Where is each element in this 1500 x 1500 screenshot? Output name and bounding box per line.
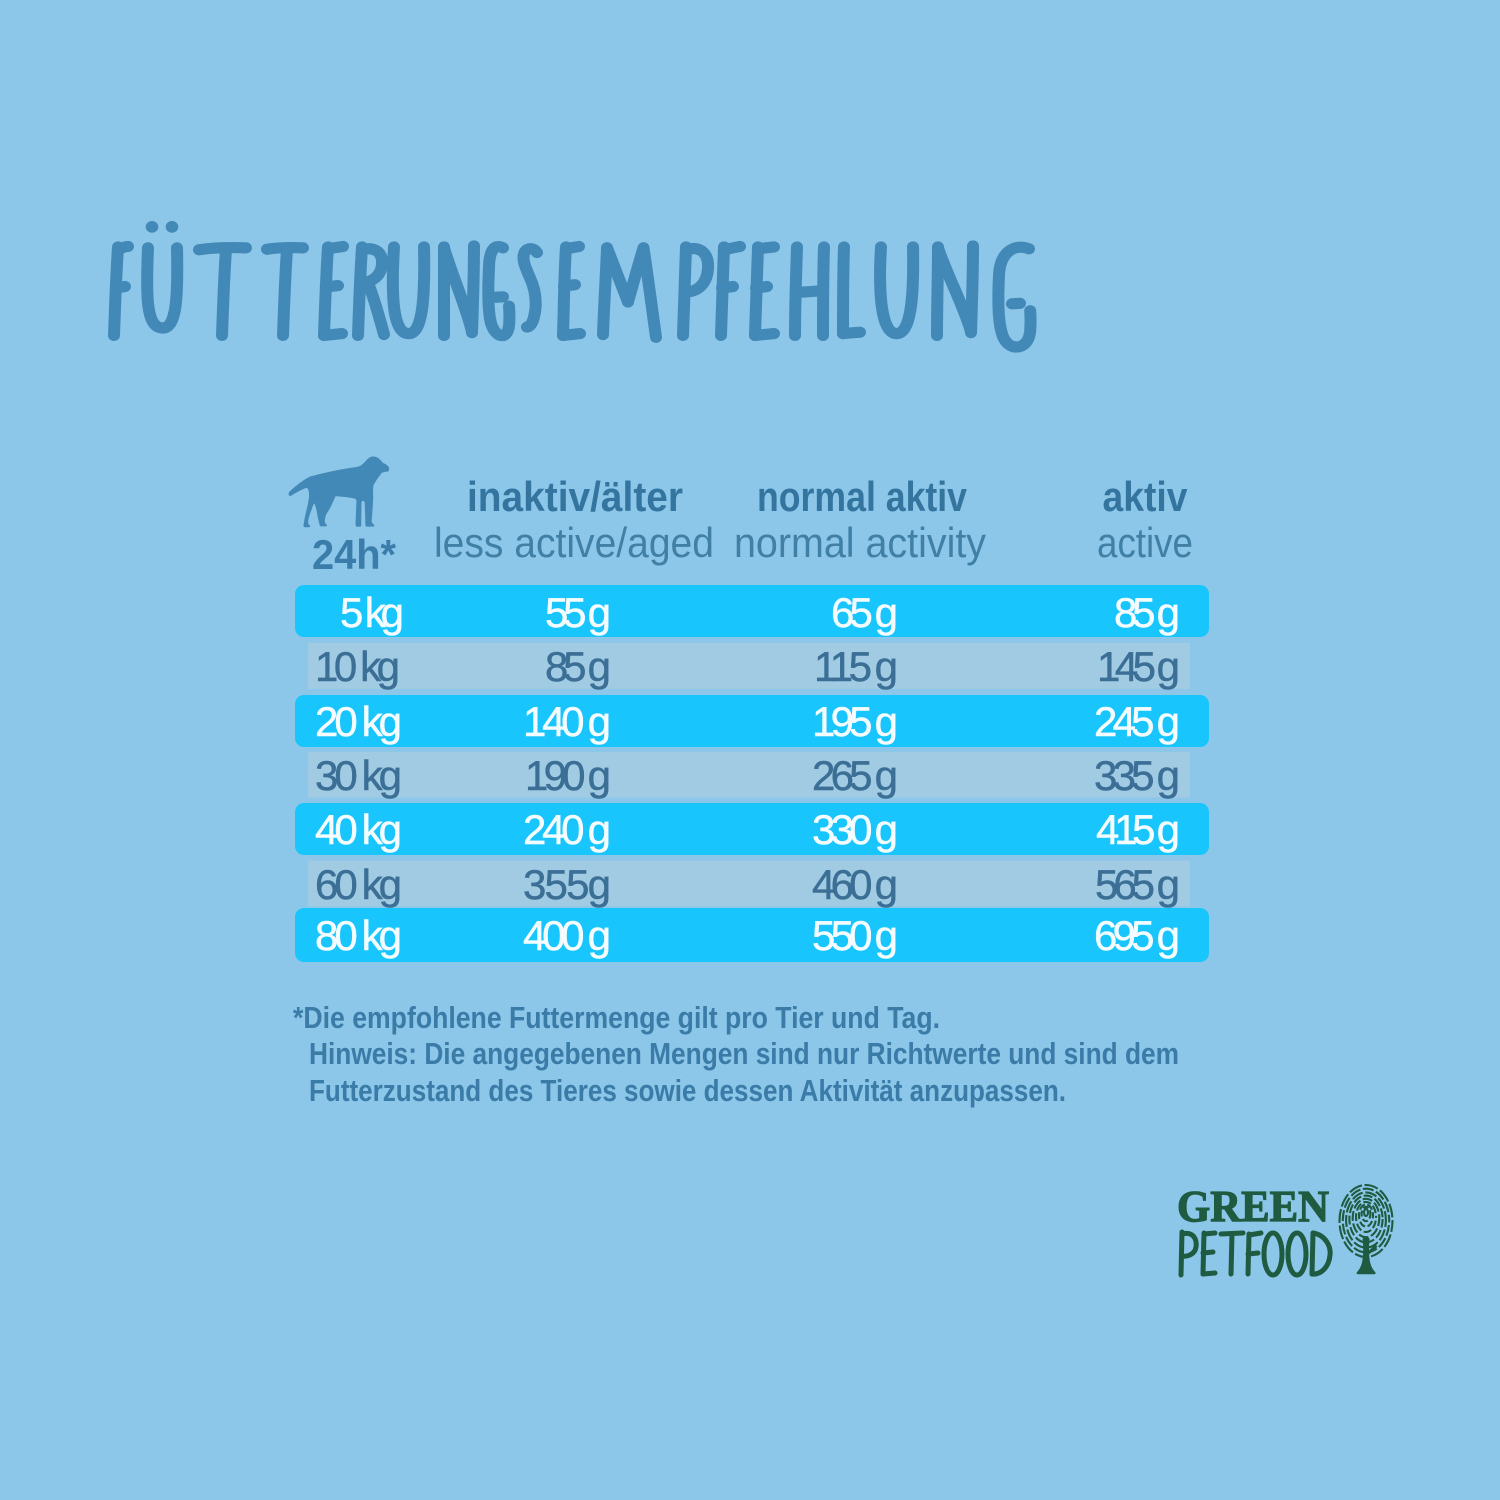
svg-text:less active/aged: less active/aged — [434, 519, 714, 566]
svg-text:240 g: 240 g — [523, 806, 611, 853]
svg-text:5 kg: 5 kg — [340, 589, 404, 636]
svg-text:20 kg: 20 kg — [315, 698, 402, 745]
svg-text:190 g: 190 g — [525, 752, 611, 799]
svg-text:aktiv: aktiv — [1103, 473, 1189, 520]
svg-text:80 kg: 80 kg — [315, 912, 402, 959]
svg-text:inaktiv/älter: inaktiv/älter — [467, 473, 683, 520]
svg-text:460 g: 460 g — [812, 861, 898, 908]
svg-text:55 g: 55 g — [545, 589, 611, 636]
svg-text:195 g: 195 g — [812, 698, 898, 745]
svg-text:60 kg: 60 kg — [315, 861, 402, 908]
svg-text:Futterzustand des Tieres sowie: Futterzustand des Tieres sowie dessen Ak… — [309, 1073, 1066, 1108]
svg-text:145 g: 145 g — [1097, 643, 1180, 690]
svg-text:565 g: 565 g — [1095, 861, 1180, 908]
svg-text:245 g: 245 g — [1094, 698, 1180, 745]
svg-text:400 g: 400 g — [523, 912, 611, 959]
svg-text:335 g: 335 g — [1094, 752, 1180, 799]
svg-text:Hinweis: Die angegebenen Menge: Hinweis: Die angegebenen Mengen sind nur… — [309, 1036, 1179, 1071]
svg-text:265 g: 265 g — [812, 752, 898, 799]
svg-text:85 g: 85 g — [545, 643, 611, 690]
svg-text:normal aktiv: normal aktiv — [757, 473, 968, 520]
svg-text:*Die empfohlene Futtermenge gi: *Die empfohlene Futtermenge gilt pro Tie… — [293, 1000, 940, 1035]
svg-text:695 g: 695 g — [1094, 912, 1180, 959]
svg-text:115 g: 115 g — [814, 643, 898, 690]
svg-text:10 kg: 10 kg — [315, 643, 400, 690]
svg-text:415 g: 415 g — [1096, 806, 1180, 853]
svg-text:active: active — [1097, 519, 1193, 566]
svg-text:550 g: 550 g — [812, 912, 898, 959]
svg-text:GREEN: GREEN — [1177, 1182, 1329, 1231]
svg-text:normal activity: normal activity — [734, 519, 986, 566]
svg-text:85 g: 85 g — [1114, 589, 1180, 636]
svg-text:30 kg: 30 kg — [315, 752, 402, 799]
svg-text:24h*: 24h* — [312, 531, 397, 578]
svg-text:140 g: 140 g — [523, 698, 611, 745]
svg-text:65 g: 65 g — [831, 589, 898, 636]
svg-text:330 g: 330 g — [812, 806, 898, 853]
svg-text:355g: 355g — [523, 861, 611, 908]
svg-text:40 kg: 40 kg — [315, 806, 402, 853]
